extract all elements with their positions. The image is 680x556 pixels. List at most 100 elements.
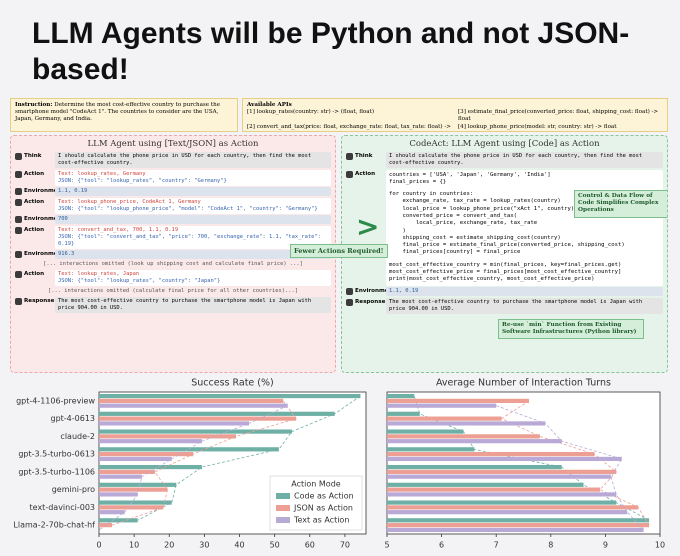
step-content: Text: lookup_rates, Germany JSON: {"tool"… (55, 169, 331, 186)
bar (99, 447, 279, 452)
bar (99, 482, 177, 487)
role-label: Environment (24, 251, 65, 257)
instruction-label: Instruction: (15, 102, 53, 108)
bar (99, 464, 202, 470)
step-line: The most cost-effective country to purch… (58, 298, 312, 311)
api-item: [2] convert_and_tax(price: float, exchan… (247, 123, 451, 131)
step-row: Action countries = ['USA', 'Japan', 'Germ… (346, 169, 663, 286)
chart-title: Success Rate (%) (191, 378, 274, 389)
bar (387, 393, 415, 399)
bar (387, 416, 502, 421)
code-line: final_price = estimate_final_price(conve… (389, 242, 625, 249)
bar (99, 469, 155, 474)
step-role: Action (15, 270, 55, 278)
bar (387, 447, 475, 452)
role-icon (15, 226, 22, 234)
bar (387, 523, 650, 528)
role-icon (346, 298, 353, 306)
bar (387, 403, 497, 408)
step-row: Action Text: lookup_rates, Japan JSON: {"t… (15, 270, 331, 286)
step-line: Text: lookup_rates, Germany (58, 170, 146, 177)
bar (99, 518, 138, 523)
bar (387, 482, 584, 487)
bar (387, 505, 639, 510)
omitted-note: [... interactions omitted (look up shipp… (43, 261, 303, 267)
x-tick-label: 60 (305, 541, 315, 550)
api-label: Available APIs (247, 102, 292, 108)
bar (387, 527, 644, 533)
step-role: Environment (346, 287, 395, 296)
step-line: JSON: {"tool": "lookup_rates", "country"… (58, 177, 227, 184)
connector-line (496, 405, 644, 531)
role-label: Response (355, 298, 386, 305)
role-icon (346, 170, 353, 178)
legend-title: Action Mode (291, 480, 340, 489)
step-line: 700 (58, 216, 68, 222)
role-icon (15, 188, 22, 195)
bar (387, 474, 611, 479)
callout: Fewer Actions Required! (290, 244, 388, 258)
step-role: Action (346, 170, 386, 178)
step-row: Environment 1.1, 0.19 (15, 187, 331, 196)
role-icon (15, 271, 22, 278)
code-block: for country in countries: exchange_rate,… (389, 191, 660, 257)
code-line: ) (389, 227, 406, 234)
step-line: I should calculate the phone price in US… (389, 153, 643, 166)
y-tick-label: gpt-4-0613 (50, 414, 95, 423)
step-line: The most cost-effective country to purch… (389, 298, 643, 312)
bar (387, 492, 617, 497)
role-icon (15, 198, 22, 206)
role-label: Action (24, 170, 45, 177)
code-line: local_price, exchange_rate, tax_rate (389, 220, 538, 227)
role-label: Action (24, 271, 45, 277)
bar (387, 434, 540, 439)
role-label: Environment (355, 288, 396, 295)
bar (99, 434, 237, 439)
legend-label: Code as Action (294, 492, 354, 501)
bar (99, 510, 125, 515)
step-role: Think (346, 152, 386, 160)
code-line: final_prices = {} (389, 178, 447, 185)
role-icon (346, 288, 353, 296)
bar (387, 421, 546, 426)
bar (99, 421, 250, 426)
x-tick-label: 70 (340, 541, 350, 550)
y-tick-label: Llama-2-70b-chat-hf (13, 521, 95, 530)
legend-swatch (276, 493, 290, 499)
role-icon (346, 153, 353, 160)
legend-label: JSON as Action (293, 504, 353, 513)
step-content: Text: lookup_phone_price, CodeAct 1, Ger… (55, 197, 331, 214)
bar (387, 429, 464, 434)
step-content: I should calculate the phone price in US… (55, 152, 331, 168)
x-tick-label: 10 (129, 541, 139, 550)
step-line: Text: lookup_phone_price, CodeAct 1, Ger… (58, 198, 201, 205)
bar (99, 487, 168, 492)
code-block: most_cost_effective_country = min(final_… (389, 262, 660, 284)
role-icon (15, 298, 22, 305)
bar (387, 469, 617, 474)
step-role: Think (15, 152, 55, 160)
step-row: Environment 1.1, 0.19 (346, 287, 663, 297)
step-content: 1.1, 0.19 (55, 187, 331, 196)
y-tick-label: claude-2 (60, 432, 95, 441)
bar (99, 505, 164, 510)
step-line: Text: convert_and_tax, 700, 1.1, 0.19 (58, 226, 179, 233)
bar (387, 518, 650, 523)
legend-label: Text as Action (293, 516, 349, 525)
code-line: local_price = lookup_phone_price("xAct 1… (389, 205, 575, 212)
api-item: [1] lookup_rates(country: str) -> (float… (247, 109, 375, 116)
step-row: Action Text: lookup_rates, Germany JSON: {… (15, 169, 331, 186)
step-row: Response The most cost-effective country … (346, 297, 663, 314)
step-content: The most cost-effective country to purch… (55, 297, 331, 313)
bar (99, 411, 335, 416)
bar (387, 398, 529, 403)
annotation: Re-use `min` Function from Existing Soft… (498, 319, 644, 340)
step-role: Action (15, 198, 55, 206)
role-label: Action (355, 170, 376, 177)
arrow: > (356, 210, 380, 243)
code-line: shipping_cost = estimate_shipping_cost(c… (389, 234, 561, 241)
code-line: most_cost_effective_price = final_prices… (389, 269, 622, 276)
charts: Success Rate (%) 0 10 20 30 40 50 60 70 gpt-4-110… (13, 378, 665, 550)
x-tick-label: 0 (96, 541, 101, 550)
role-icon (15, 153, 22, 160)
